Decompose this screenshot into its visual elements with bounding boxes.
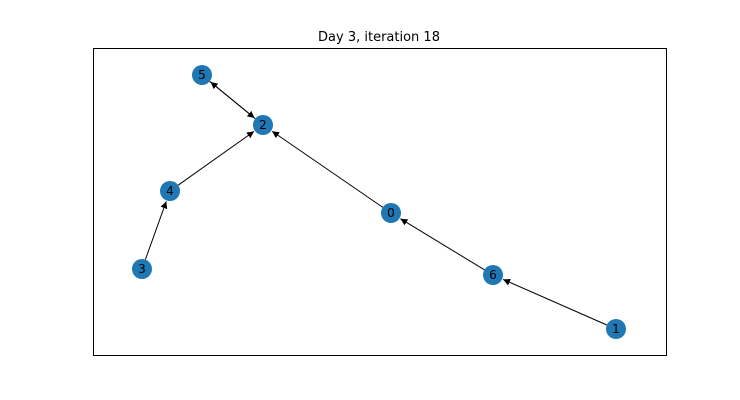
edge-6-to-0: [400, 218, 485, 271]
node-label: 5: [198, 68, 206, 82]
edge-0-to-2: [271, 130, 384, 208]
nodes-layer: 0 1 2 3 4 5 6: [132, 65, 626, 339]
edge-1-to-6: [502, 278, 608, 326]
node-label: 3: [138, 262, 146, 276]
node-2: 2: [253, 115, 273, 135]
edge-2-to-5: [210, 81, 256, 120]
node-circle: [606, 319, 626, 339]
node-circle: [160, 181, 180, 201]
node-3: 3: [132, 259, 152, 279]
node-label: 1: [612, 322, 620, 336]
node-circle: [381, 203, 401, 223]
node-1: 1: [606, 319, 626, 339]
node-label: 6: [489, 268, 497, 282]
node-5: 5: [192, 65, 212, 85]
node-6: 6: [483, 265, 503, 285]
edge-4-to-2: [177, 130, 255, 186]
plot-frame: [93, 48, 667, 356]
node-circle: [253, 115, 273, 135]
node-label: 4: [166, 184, 174, 198]
node-label: 0: [387, 206, 395, 220]
edges-layer: [144, 80, 608, 326]
node-0: 0: [381, 203, 401, 223]
edge-3-to-4: [144, 201, 168, 260]
node-circle: [483, 265, 503, 285]
node-circle: [132, 259, 152, 279]
node-circle: [192, 65, 212, 85]
figure-title: Day 3, iteration 18: [318, 30, 440, 45]
node-label: 2: [259, 118, 267, 132]
node-4: 4: [160, 181, 180, 201]
